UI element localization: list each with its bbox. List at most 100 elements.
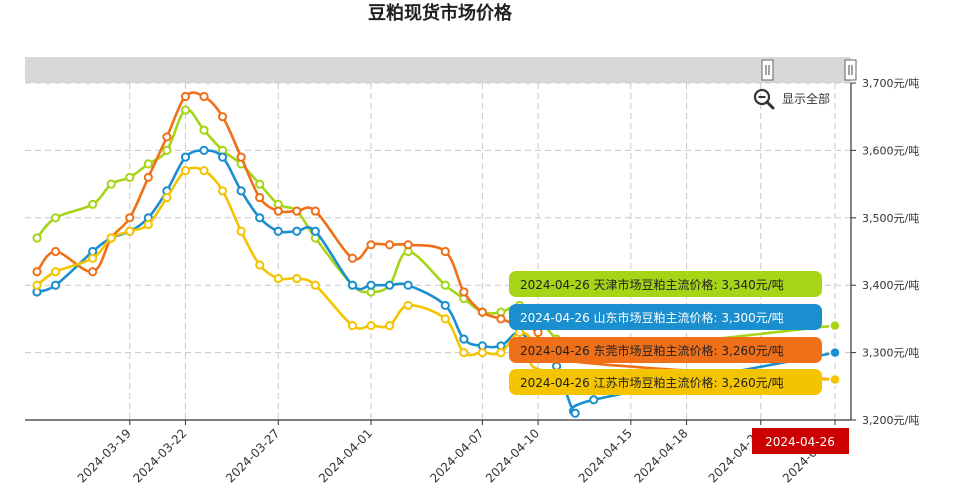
data-point[interactable]	[366, 321, 376, 331]
data-point[interactable]	[459, 348, 469, 358]
x-tick-label: 2024-04-07	[427, 426, 486, 485]
data-point[interactable]	[440, 246, 450, 257]
data-point[interactable]	[199, 145, 209, 155]
data-point[interactable]	[829, 373, 841, 386]
data-point[interactable]	[50, 267, 61, 277]
data-point[interactable]	[459, 287, 469, 297]
data-point[interactable]	[366, 240, 376, 250]
data-point[interactable]	[273, 273, 283, 284]
data-point[interactable]	[236, 152, 246, 162]
data-point[interactable]	[162, 132, 172, 142]
data-point[interactable]	[385, 321, 395, 331]
data-point[interactable]	[217, 112, 228, 122]
tooltip-row-text: 2024-04-26 山东市场豆粕主流价格: 3,300元/吨	[520, 310, 784, 325]
data-point[interactable]	[310, 280, 320, 290]
y-tick-label: 3,200元/吨	[862, 414, 919, 427]
data-point[interactable]	[440, 280, 450, 290]
data-point[interactable]	[477, 348, 487, 358]
data-point[interactable]	[236, 226, 246, 236]
data-point[interactable]	[199, 125, 209, 135]
data-point[interactable]	[589, 395, 599, 405]
data-point[interactable]	[403, 240, 413, 250]
x-tick-label: 2024-03-22	[130, 426, 189, 485]
data-point[interactable]	[385, 240, 395, 250]
data-point[interactable]	[180, 91, 191, 102]
data-point[interactable]	[180, 105, 191, 115]
data-point[interactable]	[477, 307, 487, 317]
data-point[interactable]	[180, 152, 191, 162]
tooltip-row-bg	[509, 369, 822, 395]
tooltip-row-text: 2024-04-26 东莞市场豆粕主流价格: 3,260元/吨	[520, 343, 784, 358]
data-point[interactable]	[143, 172, 153, 182]
y-tick-label: 3,500元/吨	[862, 212, 919, 225]
tooltip-row-bg	[509, 271, 822, 297]
data-point[interactable]	[125, 213, 135, 223]
data-point[interactable]	[255, 192, 265, 203]
data-point[interactable]	[459, 334, 469, 344]
data-point[interactable]	[292, 226, 302, 236]
data-point[interactable]	[570, 408, 580, 418]
x-tick-label: 2024-04-18	[631, 426, 690, 485]
data-point[interactable]	[829, 346, 841, 359]
zoom-handle-left[interactable]	[761, 59, 774, 81]
data-point[interactable]	[347, 253, 358, 263]
data-point[interactable]	[403, 280, 413, 290]
data-point[interactable]	[255, 179, 265, 189]
data-point[interactable]	[162, 145, 172, 155]
data-point[interactable]	[366, 280, 376, 290]
data-point[interactable]	[106, 233, 116, 243]
data-point[interactable]	[829, 319, 841, 332]
x-tick-label: 2024-03-27	[223, 426, 282, 485]
x-tick-label: 2024-04-15	[576, 426, 635, 485]
data-point[interactable]	[88, 253, 98, 263]
reset-zoom-button[interactable]: 显示全部	[753, 88, 830, 110]
data-point[interactable]	[32, 267, 42, 277]
data-point[interactable]	[162, 192, 172, 203]
data-point[interactable]	[347, 321, 358, 331]
data-point[interactable]	[385, 280, 395, 290]
data-point[interactable]	[292, 273, 302, 284]
tooltip-row-bg	[509, 337, 822, 363]
y-tick-label: 3,300元/吨	[862, 347, 919, 360]
data-point[interactable]	[496, 314, 506, 324]
data-point[interactable]	[199, 91, 209, 102]
tooltip-row-bg	[509, 304, 822, 330]
data-point[interactable]	[292, 206, 302, 216]
data-point[interactable]	[440, 300, 450, 311]
data-point[interactable]	[32, 233, 42, 243]
data-point[interactable]	[403, 300, 413, 311]
data-point[interactable]	[143, 159, 153, 169]
reset-zoom-label: 显示全部	[782, 91, 830, 106]
data-point[interactable]	[199, 166, 209, 176]
data-point[interactable]	[347, 280, 358, 290]
data-point[interactable]	[125, 226, 135, 236]
data-point[interactable]	[50, 213, 61, 223]
zoom-handle-right[interactable]	[844, 59, 857, 81]
data-point[interactable]	[50, 280, 61, 290]
data-point[interactable]	[106, 179, 116, 189]
zoom-scrollbar[interactable]	[25, 57, 851, 83]
data-point[interactable]	[496, 348, 506, 358]
y-tick-label: 3,700元/吨	[862, 77, 919, 90]
data-point[interactable]	[125, 172, 135, 182]
data-point[interactable]	[88, 267, 98, 277]
data-point[interactable]	[217, 186, 228, 196]
data-point[interactable]	[273, 226, 283, 236]
x-crosshair-label-text: 2024-04-26	[765, 435, 835, 449]
data-point[interactable]	[273, 206, 283, 216]
data-point[interactable]	[143, 219, 153, 230]
data-point[interactable]	[310, 206, 320, 216]
data-point[interactable]	[236, 186, 246, 196]
data-point[interactable]	[255, 213, 265, 223]
y-tick-label: 3,400元/吨	[862, 279, 919, 292]
data-point[interactable]	[88, 199, 98, 209]
data-point[interactable]	[310, 226, 320, 236]
data-point[interactable]	[50, 246, 61, 257]
data-point[interactable]	[255, 260, 265, 270]
data-point[interactable]	[440, 314, 450, 324]
data-point[interactable]	[180, 166, 191, 176]
tooltip-row: 2024-04-26 天津市场豆粕主流价格: 3,340元/吨	[509, 271, 822, 297]
data-point[interactable]	[217, 152, 228, 162]
data-point[interactable]	[32, 280, 42, 290]
